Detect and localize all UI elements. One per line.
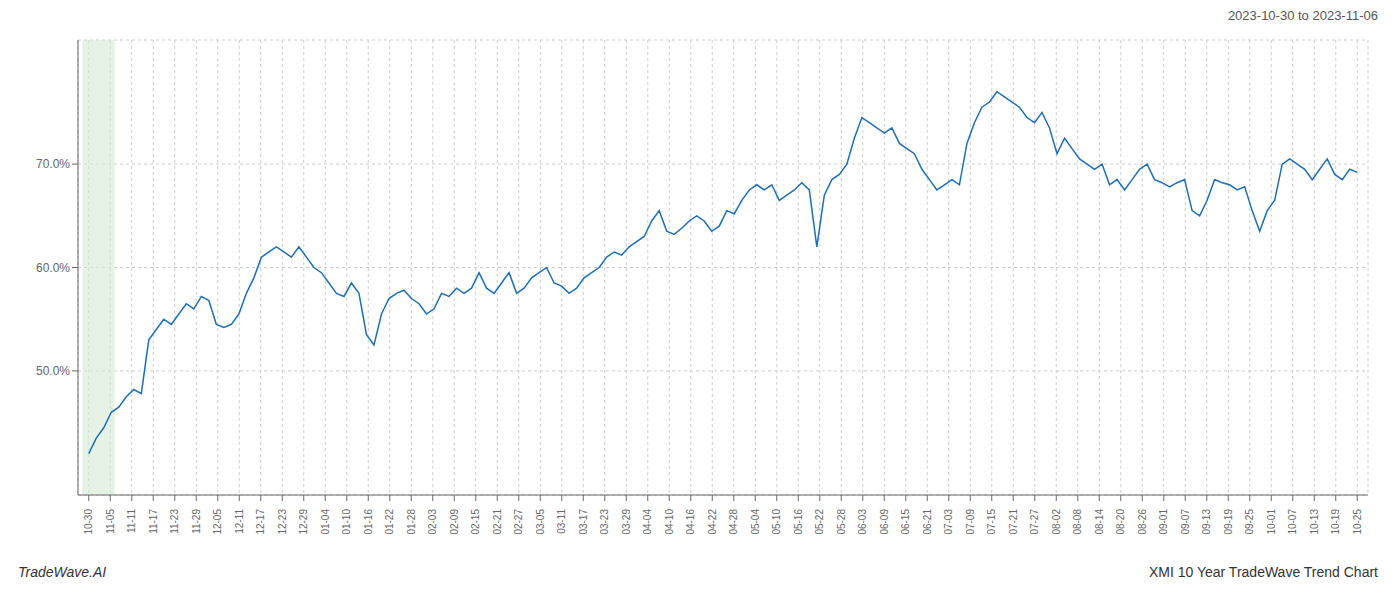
svg-text:02-27: 02-27 xyxy=(513,509,524,535)
svg-text:07-03: 07-03 xyxy=(943,509,954,535)
svg-text:06-15: 06-15 xyxy=(900,509,911,535)
svg-text:06-21: 06-21 xyxy=(922,509,933,535)
svg-text:04-22: 04-22 xyxy=(707,509,718,535)
svg-text:09-19: 09-19 xyxy=(1223,509,1234,535)
svg-text:09-07: 09-07 xyxy=(1180,509,1191,535)
svg-text:01-10: 01-10 xyxy=(341,509,352,535)
svg-text:10-30: 10-30 xyxy=(83,509,94,535)
svg-text:60.0%: 60.0% xyxy=(36,261,70,275)
svg-text:03-23: 03-23 xyxy=(599,509,610,535)
svg-text:10-25: 10-25 xyxy=(1352,509,1363,535)
svg-text:02-03: 02-03 xyxy=(427,509,438,535)
svg-text:10-07: 10-07 xyxy=(1287,509,1298,535)
svg-text:02-15: 02-15 xyxy=(470,509,481,535)
svg-text:70.0%: 70.0% xyxy=(36,157,70,171)
svg-text:01-04: 01-04 xyxy=(320,509,331,535)
svg-text:06-09: 06-09 xyxy=(879,509,890,535)
svg-text:07-09: 07-09 xyxy=(965,509,976,535)
svg-text:05-10: 05-10 xyxy=(771,509,782,535)
svg-text:07-21: 07-21 xyxy=(1008,509,1019,535)
svg-text:05-22: 05-22 xyxy=(814,509,825,535)
svg-text:06-03: 06-03 xyxy=(857,509,868,535)
svg-text:10-13: 10-13 xyxy=(1309,509,1320,535)
svg-text:07-27: 07-27 xyxy=(1029,509,1040,535)
svg-text:04-16: 04-16 xyxy=(685,509,696,535)
svg-text:02-09: 02-09 xyxy=(449,509,460,535)
svg-text:12-05: 12-05 xyxy=(212,509,223,535)
html-text:TradeWave.AI: TradeWave.AI xyxy=(18,564,107,580)
svg-text:09-13: 09-13 xyxy=(1201,509,1212,535)
html-text:XMI 10 Year TradeWave Trend Ch: XMI 10 Year TradeWave Trend Chart xyxy=(1149,564,1378,580)
svg-text:10-19: 10-19 xyxy=(1330,509,1341,535)
svg-text:03-05: 03-05 xyxy=(535,509,546,535)
svg-text:12-17: 12-17 xyxy=(255,509,266,535)
svg-text:05-28: 05-28 xyxy=(836,509,847,535)
svg-text:01-22: 01-22 xyxy=(384,509,395,535)
svg-text:09-01: 09-01 xyxy=(1158,509,1169,535)
svg-text:08-02: 08-02 xyxy=(1051,509,1062,535)
html-text:2023-10-30 to 2023-11-06: 2023-10-30 to 2023-11-06 xyxy=(1227,8,1378,23)
svg-text:01-16: 01-16 xyxy=(363,509,374,535)
svg-text:02-21: 02-21 xyxy=(492,509,503,535)
svg-text:11-17: 11-17 xyxy=(148,509,159,534)
svg-text:10-01: 10-01 xyxy=(1266,509,1277,535)
svg-text:11-23: 11-23 xyxy=(169,509,180,534)
svg-text:11-29: 11-29 xyxy=(191,509,202,534)
svg-text:04-10: 04-10 xyxy=(664,509,675,535)
svg-text:03-17: 03-17 xyxy=(578,509,589,535)
svg-text:11-11: 11-11 xyxy=(126,509,137,534)
svg-text:12-23: 12-23 xyxy=(277,509,288,535)
svg-text:11-05: 11-05 xyxy=(105,509,116,534)
svg-text:03-29: 03-29 xyxy=(621,509,632,535)
svg-text:50.0%: 50.0% xyxy=(36,364,70,378)
svg-text:07-15: 07-15 xyxy=(986,509,997,535)
svg-text:12-11: 12-11 xyxy=(234,509,245,534)
svg-text:03-11: 03-11 xyxy=(556,509,567,534)
svg-text:12-29: 12-29 xyxy=(298,509,309,535)
svg-text:08-20: 08-20 xyxy=(1115,509,1126,535)
svg-text:08-08: 08-08 xyxy=(1072,509,1083,535)
svg-text:08-26: 08-26 xyxy=(1137,509,1148,535)
svg-text:05-04: 05-04 xyxy=(750,509,761,535)
svg-text:05-16: 05-16 xyxy=(793,509,804,535)
svg-text:01-28: 01-28 xyxy=(406,509,417,535)
svg-text:04-28: 04-28 xyxy=(728,509,739,535)
svg-text:08-14: 08-14 xyxy=(1094,509,1105,535)
svg-text:04-04: 04-04 xyxy=(642,509,653,535)
svg-text:09-25: 09-25 xyxy=(1244,509,1255,535)
